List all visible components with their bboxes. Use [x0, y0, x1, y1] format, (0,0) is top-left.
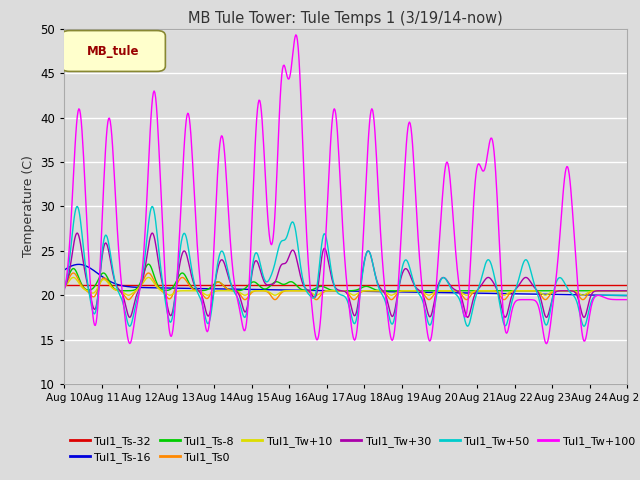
Legend: Tul1_Ts-32, Tul1_Ts-16, Tul1_Ts-8, Tul1_Ts0, Tul1_Tw+10, Tul1_Tw+30, Tul1_Tw+50,: Tul1_Ts-32, Tul1_Ts-16, Tul1_Ts-8, Tul1_… — [70, 436, 635, 463]
Y-axis label: Temperature (C): Temperature (C) — [22, 156, 35, 257]
Title: MB Tule Tower: Tule Temps 1 (3/19/14-now): MB Tule Tower: Tule Temps 1 (3/19/14-now… — [188, 11, 503, 26]
Text: MB_tule: MB_tule — [87, 45, 140, 58]
FancyBboxPatch shape — [61, 31, 165, 72]
